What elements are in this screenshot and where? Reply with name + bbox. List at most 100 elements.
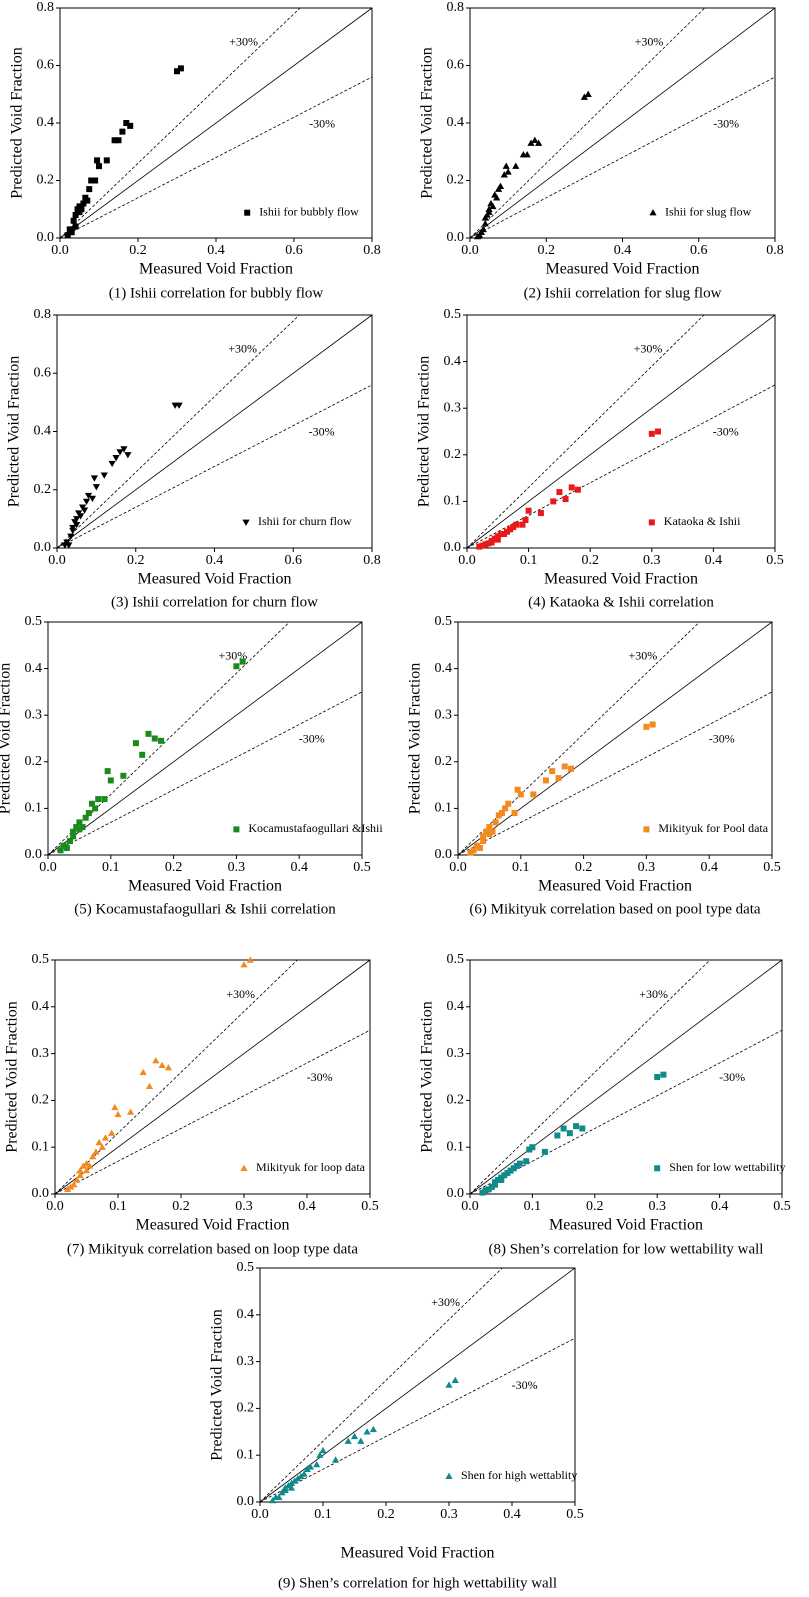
y-tick-label: 0.3: [444, 400, 462, 415]
x-tick-label: 0.0: [46, 1199, 64, 1214]
point: [73, 824, 80, 831]
x-tick-label: 0.3: [648, 1199, 666, 1214]
x-tick-label: 0.0: [251, 1507, 269, 1522]
annotation: +30%: [635, 34, 664, 48]
annotation: +30%: [634, 342, 663, 356]
point: [344, 1437, 352, 1444]
x-tick-label: 0.4: [614, 243, 632, 258]
point: [70, 828, 77, 835]
point: [480, 838, 487, 845]
point: [233, 663, 240, 670]
point: [561, 763, 568, 770]
reference-line: [469, 7, 776, 239]
point: [526, 1146, 533, 1153]
point: [507, 1167, 514, 1174]
point: [513, 521, 520, 528]
x-tick-label: 0.4: [700, 860, 718, 875]
point: [96, 163, 102, 170]
x-tick-label: 0.5: [763, 860, 781, 875]
x-tick-label: 0.8: [363, 553, 381, 568]
point: [649, 721, 656, 728]
x-tick-label: 0.3: [643, 553, 661, 568]
reference-line: [469, 959, 711, 1195]
point: [560, 1125, 567, 1132]
point: [542, 777, 549, 784]
point: [89, 1152, 97, 1160]
y-tick-label: 0.3: [237, 1354, 255, 1369]
point: [510, 524, 517, 531]
y-tick-label: 0.1: [435, 801, 453, 816]
legend-label: Shen for low wettability: [669, 1160, 785, 1174]
point: [493, 194, 501, 201]
x-tick-label: 0.1: [109, 1199, 127, 1214]
point: [489, 202, 497, 210]
reference-line: [466, 314, 776, 549]
legend-marker: [242, 519, 250, 526]
x-tick-label: 0.4: [705, 553, 723, 568]
point: [107, 777, 114, 784]
point: [525, 507, 532, 514]
caption: (7) Mikityuk correlation based on loop t…: [67, 1241, 359, 1257]
point: [550, 498, 557, 505]
plot-frame: [259, 1267, 576, 1503]
point: [72, 212, 79, 218]
point: [530, 791, 537, 798]
reference-line: [59, 76, 373, 239]
y-tick-label: 0.2: [447, 173, 465, 188]
point: [513, 1162, 520, 1169]
point: [88, 495, 97, 503]
point: [92, 177, 99, 184]
reference-line: [457, 691, 773, 856]
plot-frame: [54, 959, 371, 1195]
point: [63, 845, 70, 852]
point: [488, 539, 495, 546]
reference-line: [59, 7, 373, 239]
plot-frame: [47, 621, 363, 856]
caption: (2) Ishii correlation for slug flow: [524, 285, 722, 301]
point: [648, 430, 655, 437]
point: [76, 826, 83, 833]
legend-marker: [244, 209, 251, 216]
legend-label: Kataoka & Ishii: [664, 514, 741, 528]
point: [319, 1446, 327, 1454]
point: [76, 1167, 84, 1174]
point: [485, 540, 492, 547]
legend-marker: [649, 209, 657, 216]
point: [70, 217, 77, 224]
x-tick-label: 0.0: [39, 860, 57, 875]
y-tick-label: 0.0: [435, 847, 453, 862]
x-tick-label: 0.2: [377, 1507, 395, 1522]
point: [73, 522, 81, 529]
x-tick-label: 0.4: [207, 243, 225, 258]
point: [60, 842, 67, 849]
annotation: +30%: [226, 987, 255, 1001]
y-tick-label: 0.6: [37, 58, 55, 73]
y-axis-label: Predicted Void Fraction: [419, 1001, 436, 1152]
point: [660, 1071, 667, 1078]
point: [151, 735, 158, 742]
point: [103, 157, 110, 164]
x-tick-label: 0.0: [48, 553, 66, 568]
point: [70, 833, 77, 840]
point: [363, 1428, 371, 1435]
point: [523, 1158, 530, 1165]
reference-line: [466, 314, 705, 549]
point: [152, 1057, 160, 1064]
point: [483, 828, 490, 835]
point: [556, 489, 563, 496]
x-tick-label: 0.1: [524, 1199, 542, 1214]
legend-marker: [233, 826, 240, 833]
y-tick-label: 0.5: [444, 307, 462, 322]
x-tick-label: 0.0: [458, 553, 476, 568]
legend-marker: [654, 1165, 661, 1172]
point: [70, 1181, 78, 1188]
x-tick-label: 0.0: [449, 860, 467, 875]
x-axis-label: Measured Void Fraction: [545, 261, 699, 278]
legend-label: Mikityuk for loop data: [256, 1160, 366, 1174]
point: [64, 1185, 72, 1193]
point: [287, 1479, 296, 1486]
point: [529, 1144, 536, 1151]
point: [522, 517, 529, 524]
y-tick-label: 0.4: [37, 115, 55, 130]
point: [79, 824, 86, 831]
